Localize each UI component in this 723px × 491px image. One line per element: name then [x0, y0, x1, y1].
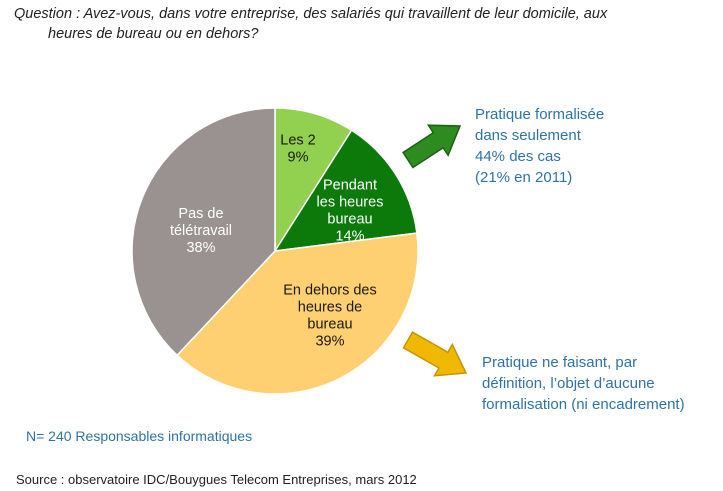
- slice-label: Pas de télétravail 38%: [170, 206, 232, 256]
- slice-label-line: 39%: [315, 334, 344, 350]
- yellow-note-line: définition, l’objet d’aucune: [482, 375, 655, 392]
- slice-label-line: bureau: [307, 317, 352, 333]
- slice-label-line: Pendant: [323, 178, 377, 194]
- yellow-note-line: Pratique ne faisant, par: [482, 354, 638, 371]
- slice-label-line: bureau: [327, 212, 372, 228]
- green-note-line: (21% en 2011): [475, 169, 573, 186]
- question-text: Question : Avez-vous, dans votre entrepr…: [14, 4, 674, 44]
- green-note-line: Pratique formalisée: [475, 106, 605, 123]
- slice-label-line: les heures: [317, 195, 384, 211]
- slice-label-line: 14%: [335, 229, 364, 245]
- pie-slice: [131, 107, 276, 357]
- slice-label: Les 2 9%: [280, 133, 315, 166]
- slice-label-line: En dehors des: [283, 283, 377, 299]
- yellow-note-line: formalisation (ni encadrement): [482, 396, 685, 413]
- slice-label-line: télétravail: [170, 223, 232, 239]
- yellow-note: Pratique ne faisant, par définition, l’o…: [482, 352, 685, 415]
- slice-label-line: Les 2: [280, 133, 315, 149]
- pie-slice: [176, 232, 419, 395]
- green-note: Pratique formalisée dans seulement 44% d…: [475, 104, 604, 188]
- yellow-arrow-icon: [402, 331, 468, 377]
- slice-label-line: heures de: [298, 300, 363, 316]
- question-line-1: Question : Avez-vous, dans votre entrepr…: [14, 6, 608, 22]
- green-note-line: 44% des cas: [475, 148, 561, 165]
- slice-label: En dehors des heures de bureau 39%: [283, 283, 377, 350]
- slice-label-line: 9%: [288, 150, 309, 166]
- green-note-line: dans seulement: [475, 127, 581, 144]
- green-arrow-icon: [402, 124, 462, 169]
- pie-slice: [273, 129, 418, 252]
- slice-label-line: Pas de: [178, 206, 223, 222]
- slice-label-line: 38%: [186, 240, 215, 256]
- sample-size: N= 240 Responsables informatiques: [26, 428, 253, 444]
- pie-slice: [274, 107, 353, 254]
- slice-label: Pendant les heures bureau 14%: [317, 178, 384, 245]
- source-note: Source : observatoire IDC/Bouygues Telec…: [16, 472, 417, 487]
- question-line-2: heures de bureau ou en dehors?: [48, 26, 259, 42]
